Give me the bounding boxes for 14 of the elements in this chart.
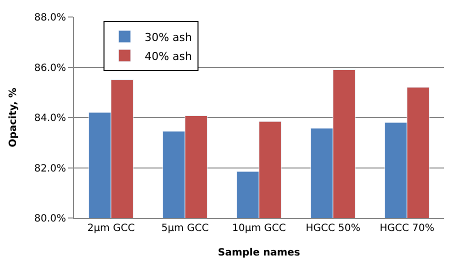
y-tick-label: 82.0% (34, 163, 66, 174)
y-tick-label: 80.0% (34, 214, 66, 224)
x-tick-label: 2µm GCC (87, 223, 135, 234)
y-tick-label: 84.0% (34, 113, 66, 124)
x-axis-title: Sample names (218, 248, 300, 258)
legend-label: 40% ash (144, 50, 192, 63)
y-axis-title: Opacity, % (8, 88, 20, 148)
legend-label: 30% ash (144, 30, 192, 44)
y-tick-label: 88.0% (34, 12, 66, 24)
y-tick-label: 86.0% (34, 62, 66, 74)
x-tick-label: HGCC 70% (380, 223, 434, 234)
x-tick-label: HGCC 50% (306, 223, 360, 234)
x-tick-label: 10µm GCC (232, 223, 286, 234)
x-tick-label: 5µm GCC (161, 223, 209, 234)
